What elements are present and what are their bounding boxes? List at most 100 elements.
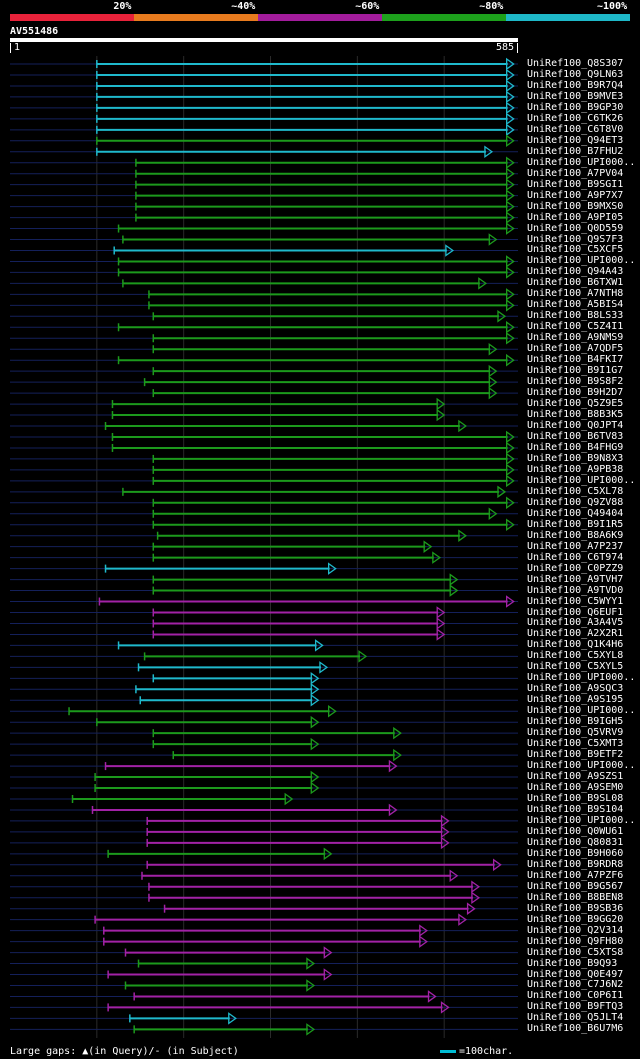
hit-label[interactable]: UniRef100_B9I1R5 [527,518,624,530]
hit-label[interactable]: UniRef100_B9G567 [527,880,624,892]
hit-label[interactable]: UniRef100_Q9FH80 [527,935,624,947]
hit-label[interactable]: UniRef100_C6TK26 [527,112,624,124]
hit-label[interactable]: UniRef100_B9FTQ3 [527,1001,624,1013]
hit-label[interactable]: UniRef100_B9IGH5 [527,716,624,728]
hit-label[interactable]: UniRef100_Q9ZV88 [527,496,624,508]
hit-label[interactable]: UniRef100_C0PZZ9 [527,562,624,574]
hit-label[interactable]: UniRef100_B9SL08 [527,792,624,804]
query-name: AV551486 [10,26,59,37]
hit-label[interactable]: UniRef100_A9S195 [527,694,624,706]
query-bar [10,38,518,42]
hit-label[interactable]: UniRef100_A9SQC3 [527,683,624,695]
hit-label[interactable]: UniRef100_Q49404 [527,507,624,519]
hit-label[interactable]: UniRef100_A9SZS1 [527,771,624,783]
hit-label[interactable]: UniRef100_A5BIS4 [527,299,624,311]
hit-label[interactable]: UniRef100_A9SEM0 [527,782,624,794]
hit-label[interactable]: UniRef100_A9P7X7 [527,189,624,201]
hit-label[interactable]: UniRef100_B7FHU2 [527,145,624,157]
hit-label[interactable]: UniRef100_B9H2D7 [527,387,624,399]
hit-label[interactable]: UniRef100_A2X2R1 [527,628,624,640]
hit-arrow-icon [471,880,481,894]
hit-label[interactable]: UniRef100_Q5VRV9 [527,727,624,739]
hit-arrow-icon [445,244,454,257]
hit-label[interactable]: UniRef100_C5Z4I1 [527,321,624,333]
hit-label[interactable]: UniRef100_B8BEN8 [527,891,624,903]
hit-label[interactable]: UniRef100_B9I1G7 [527,365,624,377]
hit-label[interactable]: UniRef100_A9TVH7 [527,573,624,585]
hit-label[interactable]: UniRef100_Q5Z9E5 [527,398,624,410]
hit-label[interactable]: UniRef100_C5XTS8 [527,946,624,958]
hit-label[interactable]: UniRef100_B6TXW1 [527,277,624,289]
hit-label[interactable]: UniRef100_C5XYL8 [527,650,624,662]
hit-label[interactable]: UniRef100_A7P237 [527,540,624,552]
hit-label[interactable]: UniRef100_Q0WU61 [527,825,624,837]
hit-label[interactable]: UniRef100_B6U7M6 [527,1023,624,1035]
hit-label[interactable]: UniRef100_A9PB38 [527,463,624,475]
hit-arrow-icon [449,573,459,586]
hit-label[interactable]: UniRef100_C5WYY1 [527,595,624,607]
hit-label[interactable]: UniRef100_C5XYL5 [527,661,624,673]
hit-label[interactable]: UniRef100_B9R7Q4 [527,79,624,91]
hit-label[interactable]: UniRef100_B9S104 [527,803,624,815]
hit-label[interactable]: UniRef100_Q0E497 [527,968,624,980]
hit-label[interactable]: UniRef100_UPI000.. [527,156,636,168]
hit-label[interactable]: UniRef100_Q0D559 [527,222,624,234]
hit-label[interactable]: UniRef100_UPI000.. [527,705,636,717]
hit-label[interactable]: UniRef100_B9S8F2 [527,376,624,388]
hit-label[interactable]: UniRef100_B9H060 [527,847,624,859]
legend-segment [506,14,630,21]
hit-label[interactable]: UniRef100_A7NTH8 [527,288,624,300]
hit-label[interactable]: UniRef100_A9PI05 [527,211,624,223]
hit-label[interactable]: UniRef100_B9ETF2 [527,749,624,761]
hit-label[interactable]: UniRef100_B9MVE3 [527,90,624,102]
hit-label[interactable]: UniRef100_B9SB36 [527,902,624,914]
hit-label[interactable]: UniRef100_Q9S7F3 [527,233,624,245]
hit-label[interactable]: UniRef100_Q1K4H6 [527,639,624,651]
hit-label[interactable]: UniRef100_A7QDF5 [527,343,624,355]
hit-label[interactable]: UniRef100_Q5JLT4 [527,1012,624,1024]
hit-label[interactable]: UniRef100_C6T974 [527,551,624,563]
hit-label[interactable]: UniRef100_B9N8X3 [527,452,624,464]
hit-label[interactable]: UniRef100_A9NMS9 [527,332,624,344]
hit-label[interactable]: UniRef100_B9MXS0 [527,200,624,212]
hit-label[interactable]: UniRef100_A3A4V5 [527,617,624,629]
hit-label[interactable]: UniRef100_A7PZF6 [527,869,624,881]
hit-arrow-icon [506,101,515,115]
hit-arrow-icon [319,661,329,674]
hit-label[interactable]: UniRef100_B9Q93 [527,957,618,969]
hit-label[interactable]: UniRef100_UPI000.. [527,672,636,684]
hit-label[interactable]: UniRef100_UPI000.. [527,814,636,826]
hit-label[interactable]: UniRef100_B9RDR8 [527,858,624,870]
hit-label[interactable]: UniRef100_UPI000.. [527,760,636,772]
hit-label[interactable]: UniRef100_Q0JPT4 [527,420,624,431]
hit-label[interactable]: UniRef100_B8LS33 [527,310,624,322]
hit-label[interactable]: UniRef100_B9SGI1 [527,178,624,190]
hit-label[interactable]: UniRef100_A9TVD0 [527,584,624,596]
hit-label[interactable]: UniRef100_C6T8V0 [527,123,624,135]
hit-label[interactable]: UniRef100_UPI000.. [527,474,636,486]
hit-label[interactable]: UniRef100_Q80831 [527,836,624,848]
hit-label[interactable]: UniRef100_C0P6I1 [527,990,624,1002]
hit-label[interactable]: UniRef100_C5XL78 [527,485,624,497]
hit-label[interactable]: UniRef100_C5XMT3 [527,738,624,750]
hit-label[interactable]: UniRef100_Q9LN63 [527,68,624,80]
hit-label[interactable]: UniRef100_B6TV83 [527,430,624,442]
hit-label[interactable]: UniRef100_A7PV04 [527,167,624,179]
hit-label[interactable]: UniRef100_C7J6N2 [527,979,624,991]
hit-label[interactable]: UniRef100_B4FHG9 [527,441,624,453]
hit-label[interactable]: UniRef100_Q94ET3 [527,134,624,146]
hit-label[interactable]: UniRef100_Q6EUF1 [527,606,624,618]
hit-label[interactable]: UniRef100_B8B3K5 [527,409,624,421]
hit-label[interactable]: UniRef100_Q2V314 [527,924,624,936]
hit-arrow-icon [458,913,468,926]
hit-label[interactable]: UniRef100_C5XCF5 [527,244,624,256]
hit-arrow-icon [492,858,502,872]
hit-arrow-icon [358,650,368,663]
hit-label[interactable]: UniRef100_B9GP30 [527,101,624,113]
hit-label[interactable]: UniRef100_B4FKI7 [527,354,624,366]
hit-label[interactable]: UniRef100_UPI000.. [527,255,636,267]
hit-label[interactable]: UniRef100_Q8S307 [527,58,624,69]
hit-label[interactable]: UniRef100_B9GG20 [527,913,624,925]
hit-label[interactable]: UniRef100_Q94A43 [527,266,624,278]
hit-label[interactable]: UniRef100_B8A6K9 [527,529,624,541]
